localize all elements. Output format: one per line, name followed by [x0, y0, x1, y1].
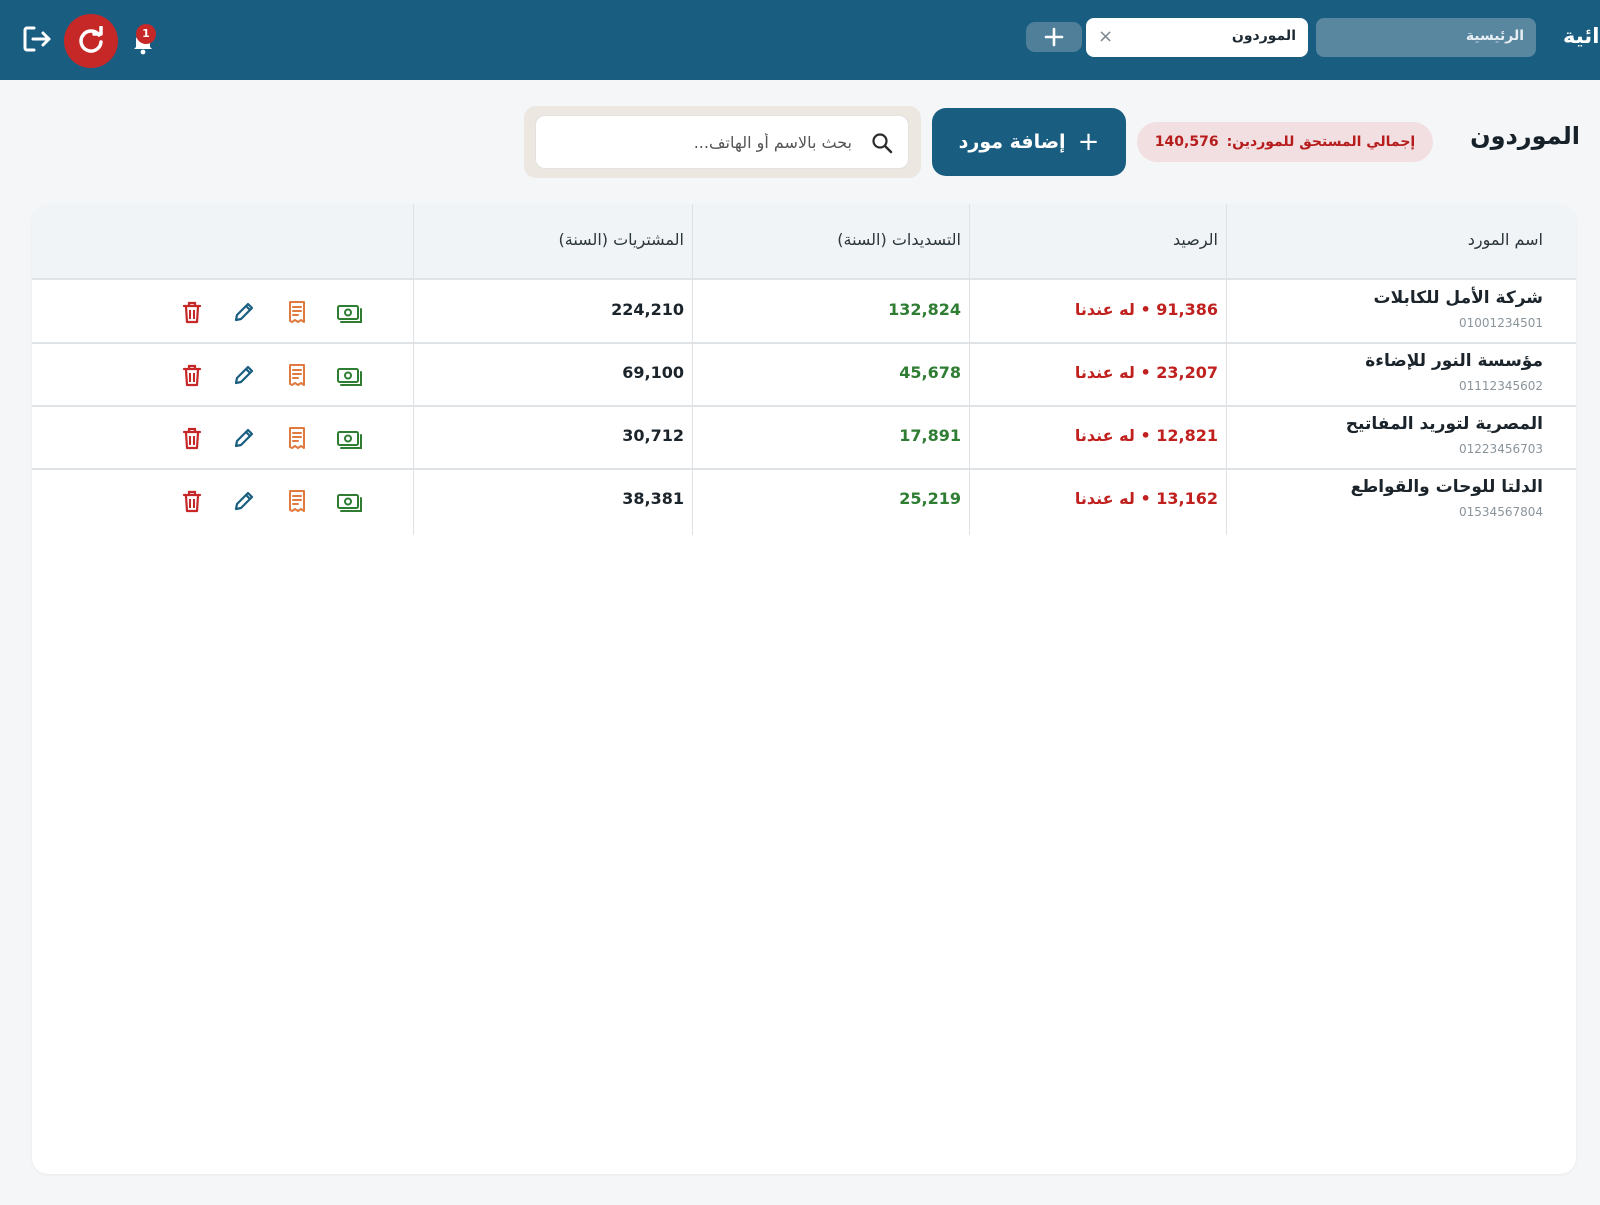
delete-icon[interactable]: [178, 487, 206, 515]
statement-icon[interactable]: [283, 424, 311, 452]
app-brand: ائية: [1563, 24, 1600, 48]
payment-icon[interactable]: [335, 298, 363, 326]
notification-badge: 1: [136, 24, 156, 44]
edit-icon[interactable]: [230, 487, 258, 515]
column-divider: [692, 204, 693, 535]
supplier-payments: 132,824: [888, 300, 961, 319]
refresh-icon: [79, 26, 103, 53]
add-supplier-button[interactable]: + إضافة مورد: [932, 108, 1126, 176]
supplier-name: شركة الأمل للكابلات: [1373, 288, 1543, 308]
total-due-badge: إجمالي المستحق للموردين: 140,576: [1137, 122, 1433, 162]
payment-icon[interactable]: [335, 487, 363, 515]
header-name: اسم المورد: [1467, 230, 1543, 249]
suppliers-table: اسم المورد الرصيد التسديدات (السنة) المش…: [32, 204, 1576, 1174]
top-bar: 1 × الموردون الرئيسية ائية: [0, 0, 1600, 80]
supplier-phone: 01223456703: [1459, 442, 1543, 456]
column-divider: [969, 204, 970, 535]
plus-icon: [1044, 27, 1064, 47]
supplier-balance: 23,207 • له عندنا: [1074, 363, 1218, 382]
refresh-button[interactable]: [64, 14, 118, 68]
table-header: اسم المورد الرصيد التسديدات (السنة) المش…: [32, 204, 1576, 280]
edit-icon[interactable]: [230, 361, 258, 389]
table-row[interactable]: المصرية لتوريد المفاتيح 01223456703 12,8…: [32, 406, 1576, 470]
notifications-button[interactable]: 1: [128, 24, 158, 56]
column-divider: [1226, 204, 1227, 535]
supplier-purchases: 30,712: [622, 426, 684, 445]
header-payments: التسديدات (السنة): [837, 230, 961, 249]
delete-icon[interactable]: [178, 424, 206, 452]
delete-icon[interactable]: [178, 361, 206, 389]
tab-label: الرئيسية: [1465, 28, 1524, 44]
table-row[interactable]: الدلتا للوحات والقواطع 01534567804 13,16…: [32, 469, 1576, 533]
search-box: [535, 115, 909, 169]
header-balance: الرصيد: [1173, 230, 1218, 249]
supplier-phone: 01534567804: [1459, 505, 1543, 519]
supplier-balance: 13,162 • له عندنا: [1074, 489, 1218, 508]
supplier-name: الدلتا للوحات والقواطع: [1350, 477, 1543, 497]
search-input[interactable]: [536, 116, 908, 168]
supplier-phone: 01001234501: [1459, 316, 1543, 330]
supplier-name: مؤسسة النور للإضاءة: [1365, 351, 1543, 371]
supplier-name: المصرية لتوريد المفاتيح: [1345, 414, 1543, 434]
plus-icon: +: [1077, 127, 1100, 157]
total-due-value: 140,576: [1154, 134, 1219, 150]
logout-icon[interactable]: [20, 22, 54, 56]
add-supplier-label: إضافة مورد: [958, 131, 1066, 153]
edit-icon[interactable]: [230, 298, 258, 326]
close-icon[interactable]: ×: [1098, 26, 1114, 47]
search-container: [524, 106, 921, 178]
total-due-label: إجمالي المستحق للموردين:: [1226, 134, 1416, 150]
page-title: الموردون: [1470, 122, 1580, 150]
header-purchases: المشتريات (السنة): [558, 230, 684, 249]
add-tab-button[interactable]: [1026, 22, 1082, 52]
tab-suppliers[interactable]: × الموردون: [1086, 18, 1308, 57]
payment-icon[interactable]: [335, 361, 363, 389]
tab-home[interactable]: الرئيسية: [1316, 18, 1536, 57]
supplier-balance: 91,386 • له عندنا: [1074, 300, 1218, 319]
tab-label: الموردون: [1231, 28, 1296, 44]
column-divider: [413, 204, 414, 535]
supplier-payments: 45,678: [899, 363, 961, 382]
edit-icon[interactable]: [230, 424, 258, 452]
supplier-purchases: 224,210: [611, 300, 684, 319]
supplier-payments: 25,219: [899, 489, 961, 508]
table-row[interactable]: شركة الأمل للكابلات 01001234501 91,386 •…: [32, 280, 1576, 344]
statement-icon[interactable]: [283, 487, 311, 515]
payment-icon[interactable]: [335, 424, 363, 452]
statement-icon[interactable]: [283, 361, 311, 389]
supplier-purchases: 38,381: [622, 489, 684, 508]
supplier-phone: 01112345602: [1459, 379, 1543, 393]
table-row[interactable]: مؤسسة النور للإضاءة 01112345602 23,207 •…: [32, 343, 1576, 407]
supplier-purchases: 69,100: [622, 363, 684, 382]
search-icon: [872, 133, 893, 154]
delete-icon[interactable]: [178, 298, 206, 326]
supplier-payments: 17,891: [899, 426, 961, 445]
supplier-balance: 12,821 • له عندنا: [1074, 426, 1218, 445]
statement-icon[interactable]: [283, 298, 311, 326]
